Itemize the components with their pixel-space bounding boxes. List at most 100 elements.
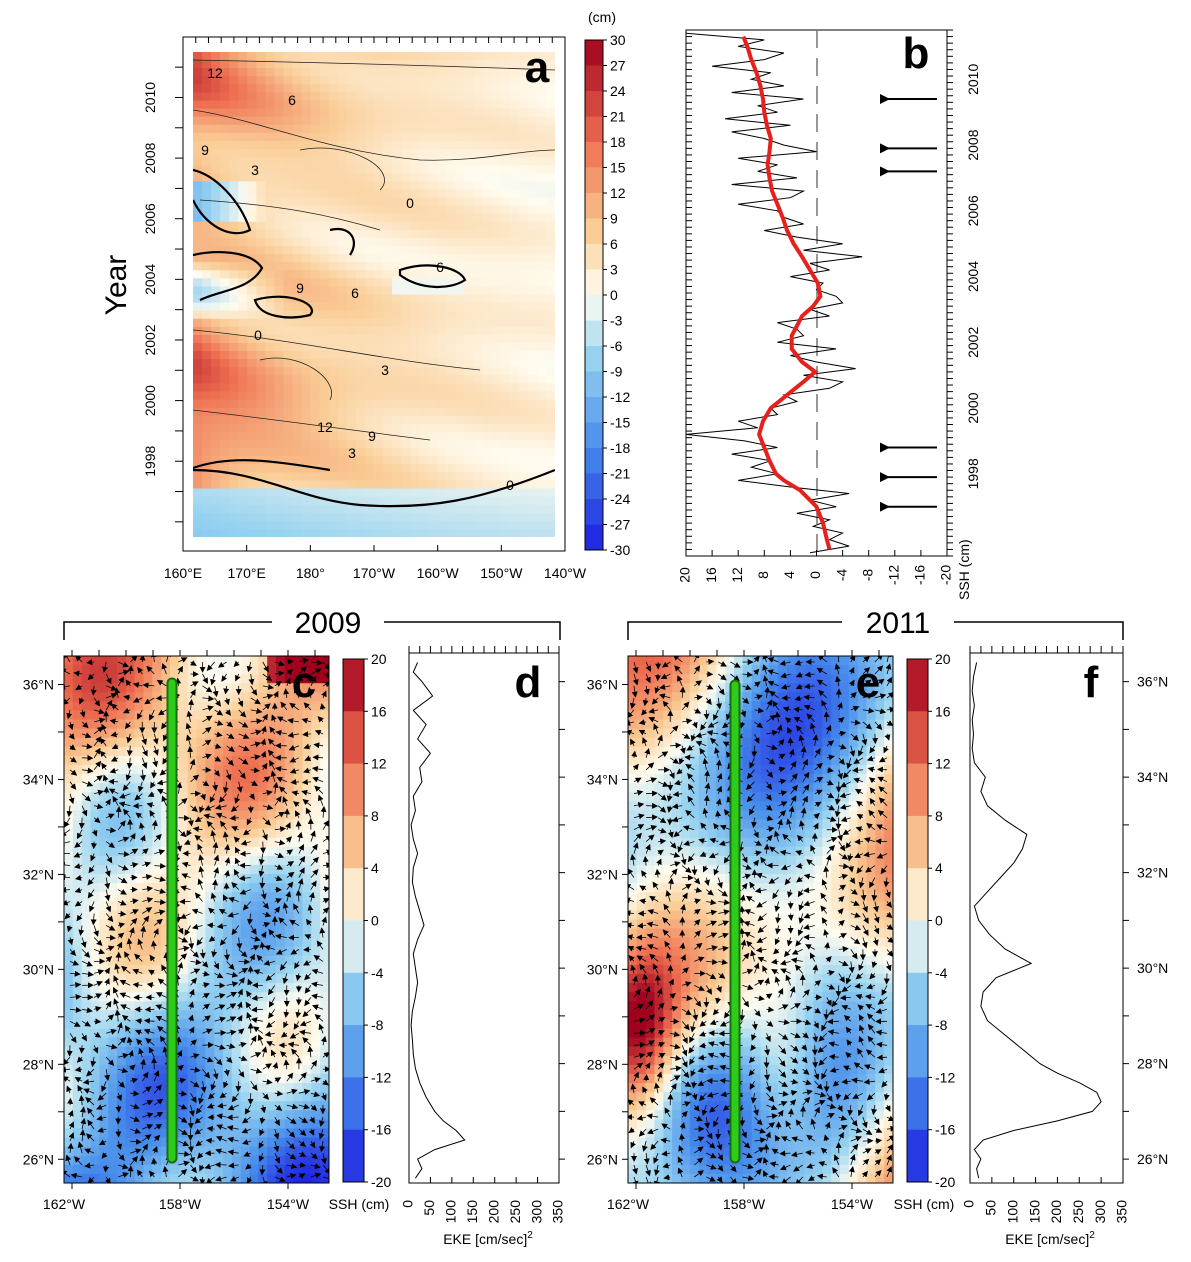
a-colorbar-tick-label: 21 xyxy=(610,109,626,125)
a-field-cell xyxy=(311,278,321,287)
a-colorbar-tick-label: -6 xyxy=(610,338,623,354)
a-field-cell xyxy=(510,311,520,320)
c-field-cell xyxy=(320,747,329,757)
c-field-cell xyxy=(267,829,276,839)
a-field-cell xyxy=(311,125,321,134)
c-field-cell xyxy=(117,847,126,857)
a-colorbar-swatch xyxy=(585,117,603,143)
c-field-cell xyxy=(267,774,276,784)
c-field-cell xyxy=(64,965,73,975)
a-field-cell xyxy=(519,489,529,498)
a-field-cell xyxy=(329,262,339,271)
c-field-cell xyxy=(64,1074,73,1084)
c-field-cell xyxy=(205,856,214,866)
a-field-cell xyxy=(528,173,538,182)
a-field-cell xyxy=(274,521,284,530)
c-field-cell xyxy=(303,847,312,857)
c-field-cell xyxy=(267,1119,276,1129)
a-field-cell xyxy=(510,206,520,215)
c-field-cell xyxy=(205,920,214,930)
c-field-cell xyxy=(82,711,91,721)
a-field-cell xyxy=(455,432,465,441)
a-field-cell xyxy=(265,359,275,368)
a-field-cell xyxy=(383,424,393,433)
a-field-cell xyxy=(229,173,239,182)
c-field-cell xyxy=(126,865,135,875)
c-field-cell xyxy=(126,1119,135,1129)
a-field-cell xyxy=(356,181,366,190)
c-field-cell xyxy=(126,720,135,730)
a-field-cell xyxy=(428,173,438,182)
a-field-cell xyxy=(401,214,411,223)
a-field-cell xyxy=(247,408,257,417)
a-field-cell xyxy=(302,165,312,174)
c-field-cell xyxy=(205,1047,214,1057)
a-field-cell xyxy=(265,141,275,150)
c-field-cell xyxy=(320,1083,329,1093)
a-field-cell xyxy=(356,343,366,352)
c-field-cell xyxy=(303,1092,312,1102)
c-field-cell xyxy=(294,1156,303,1166)
a-field-cell xyxy=(483,52,493,61)
a-field-cell xyxy=(265,198,275,207)
a-field-cell xyxy=(501,448,511,457)
c-field-cell xyxy=(294,1119,303,1129)
a-field-cell xyxy=(401,238,411,247)
a-field-cell xyxy=(519,367,529,376)
c-field-cell xyxy=(197,1074,206,1084)
a-field-cell xyxy=(220,278,230,287)
a-field-cell xyxy=(347,133,357,142)
a-field-cell xyxy=(537,400,547,409)
a-field-cell xyxy=(410,303,420,312)
a-field-cell xyxy=(528,295,538,304)
a-field-cell xyxy=(356,52,366,61)
a-colorbar-tick-label: -12 xyxy=(610,389,630,405)
c-field-cell xyxy=(267,1101,276,1111)
a-field-cell xyxy=(419,214,429,223)
a-field-cell xyxy=(501,456,511,465)
a-field-cell xyxy=(410,311,420,320)
c-field-cell xyxy=(108,1156,117,1166)
a-field-cell xyxy=(374,181,384,190)
a-field-cell xyxy=(401,367,411,376)
a-xtick-label: 170°E xyxy=(228,565,266,581)
c-field-cell xyxy=(303,810,312,820)
a-field-cell xyxy=(401,392,411,401)
a-field-cell xyxy=(437,52,447,61)
c-field-cell xyxy=(214,810,223,820)
a-field-cell xyxy=(410,440,420,449)
a-field-cell xyxy=(528,464,538,473)
a-field-cell xyxy=(229,400,239,409)
a-field-cell xyxy=(284,424,294,433)
c-field-cell xyxy=(205,1119,214,1129)
a-field-cell xyxy=(211,489,221,498)
a-field-cell xyxy=(510,343,520,352)
c-field-cell xyxy=(108,810,117,820)
a-field-cell xyxy=(311,262,321,271)
a-field-cell xyxy=(428,214,438,223)
c-field-cell xyxy=(223,683,232,693)
a-field-cell xyxy=(546,238,556,247)
c-field-cell xyxy=(276,983,285,993)
a-field-cell xyxy=(320,529,330,538)
a-field-cell xyxy=(293,319,303,328)
a-field-cell xyxy=(501,157,511,166)
a-field-cell xyxy=(202,383,212,392)
a-field-cell xyxy=(528,440,538,449)
c-field-cell xyxy=(276,683,285,693)
a-field-cell xyxy=(374,262,384,271)
a-field-cell xyxy=(428,440,438,449)
a-field-cell xyxy=(437,367,447,376)
a-field-cell xyxy=(374,270,384,279)
c-field-cell xyxy=(91,865,100,875)
c-field-cell xyxy=(258,738,267,748)
a-field-cell xyxy=(338,68,348,77)
c-field-cell xyxy=(152,701,161,711)
a-field-cell xyxy=(410,351,420,360)
a-field-cell xyxy=(274,206,284,215)
c-field-cell xyxy=(214,656,223,666)
a-field-cell xyxy=(293,52,303,61)
a-field-cell xyxy=(483,230,493,239)
a-field-cell xyxy=(446,230,456,239)
a-field-cell xyxy=(311,343,321,352)
